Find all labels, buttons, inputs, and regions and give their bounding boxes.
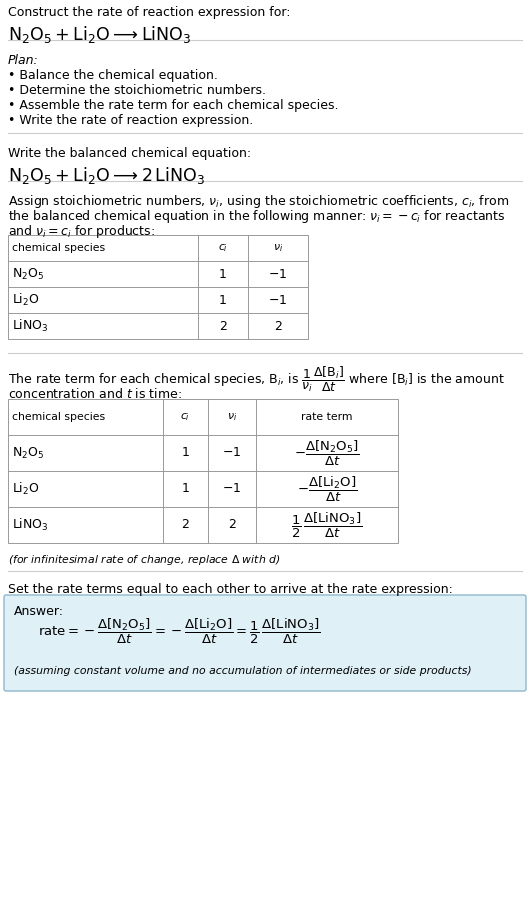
- Text: $\dfrac{1}{2}\,\dfrac{\Delta[\mathrm{LiNO_3}]}{\Delta t}$: $\dfrac{1}{2}\,\dfrac{\Delta[\mathrm{LiN…: [292, 511, 363, 540]
- Text: • Balance the chemical equation.: • Balance the chemical equation.: [8, 69, 218, 82]
- Text: Write the balanced chemical equation:: Write the balanced chemical equation:: [8, 147, 251, 160]
- Text: • Write the rate of reaction expression.: • Write the rate of reaction expression.: [8, 114, 253, 127]
- Text: 2: 2: [228, 519, 236, 531]
- Text: $\nu_i$: $\nu_i$: [227, 411, 237, 423]
- Text: rate term: rate term: [301, 412, 353, 422]
- Text: $\mathrm{N_2O_5 + Li_2O \longrightarrow 2\,LiNO_3}$: $\mathrm{N_2O_5 + Li_2O \longrightarrow …: [8, 165, 205, 186]
- Text: $\mathrm{N_2O_5}$: $\mathrm{N_2O_5}$: [12, 267, 44, 281]
- Text: $\mathrm{Li_2O}$: $\mathrm{Li_2O}$: [12, 292, 40, 308]
- Text: Assign stoichiometric numbers, $\nu_i$, using the stoichiometric coefficients, $: Assign stoichiometric numbers, $\nu_i$, …: [8, 193, 509, 210]
- Text: (for infinitesimal rate of change, replace $\Delta$ with $d$): (for infinitesimal rate of change, repla…: [8, 553, 280, 567]
- Text: Plan:: Plan:: [8, 54, 39, 67]
- Text: Construct the rate of reaction expression for:: Construct the rate of reaction expressio…: [8, 6, 290, 19]
- Text: $-\dfrac{\Delta[\mathrm{Li_2O}]}{\Delta t}$: $-\dfrac{\Delta[\mathrm{Li_2O}]}{\Delta …: [297, 474, 357, 503]
- Text: (assuming constant volume and no accumulation of intermediates or side products): (assuming constant volume and no accumul…: [14, 666, 472, 676]
- Text: 2: 2: [182, 519, 189, 531]
- Text: 1: 1: [182, 447, 189, 460]
- Text: $-1$: $-1$: [268, 294, 288, 307]
- Text: Set the rate terms equal to each other to arrive at the rate expression:: Set the rate terms equal to each other t…: [8, 583, 453, 596]
- Text: chemical species: chemical species: [12, 412, 105, 422]
- Text: $-1$: $-1$: [223, 447, 242, 460]
- Text: • Assemble the rate term for each chemical species.: • Assemble the rate term for each chemic…: [8, 99, 339, 112]
- FancyBboxPatch shape: [4, 595, 526, 691]
- Text: $\mathrm{LiNO_3}$: $\mathrm{LiNO_3}$: [12, 318, 49, 334]
- Text: $\nu_i$: $\nu_i$: [273, 242, 283, 254]
- Text: the balanced chemical equation in the following manner: $\nu_i = -c_i$ for react: the balanced chemical equation in the fo…: [8, 208, 506, 225]
- Text: Answer:: Answer:: [14, 605, 64, 618]
- Text: • Determine the stoichiometric numbers.: • Determine the stoichiometric numbers.: [8, 84, 266, 97]
- Text: $\mathrm{N_2O_5 + Li_2O \longrightarrow LiNO_3}$: $\mathrm{N_2O_5 + Li_2O \longrightarrow …: [8, 24, 191, 45]
- Text: $c_i$: $c_i$: [218, 242, 228, 254]
- Text: $-1$: $-1$: [268, 268, 288, 280]
- Text: $-\dfrac{\Delta[\mathrm{N_2O_5}]}{\Delta t}$: $-\dfrac{\Delta[\mathrm{N_2O_5}]}{\Delta…: [294, 439, 360, 468]
- Text: 2: 2: [219, 319, 227, 332]
- Text: concentration and $t$ is time:: concentration and $t$ is time:: [8, 387, 182, 401]
- Text: $\mathrm{N_2O_5}$: $\mathrm{N_2O_5}$: [12, 446, 44, 460]
- Text: and $\nu_i = c_i$ for products:: and $\nu_i = c_i$ for products:: [8, 223, 155, 240]
- Text: 1: 1: [182, 482, 189, 496]
- Text: $\mathrm{rate} = -\dfrac{\Delta[\mathrm{N_2O_5}]}{\Delta t} = -\dfrac{\Delta[\ma: $\mathrm{rate} = -\dfrac{\Delta[\mathrm{…: [38, 616, 321, 645]
- Bar: [8, 235, 308, 339]
- Text: 1: 1: [219, 294, 227, 307]
- Bar: [8, 399, 398, 543]
- Text: $\mathrm{Li_2O}$: $\mathrm{Li_2O}$: [12, 481, 40, 497]
- Text: $\mathrm{LiNO_3}$: $\mathrm{LiNO_3}$: [12, 517, 49, 533]
- Text: chemical species: chemical species: [12, 243, 105, 253]
- Text: $-1$: $-1$: [223, 482, 242, 496]
- Text: The rate term for each chemical species, $\mathrm{B}_i$, is $\dfrac{1}{\nu_i}\df: The rate term for each chemical species,…: [8, 365, 505, 394]
- Text: 2: 2: [274, 319, 282, 332]
- Text: $c_i$: $c_i$: [181, 411, 190, 423]
- Text: 1: 1: [219, 268, 227, 280]
